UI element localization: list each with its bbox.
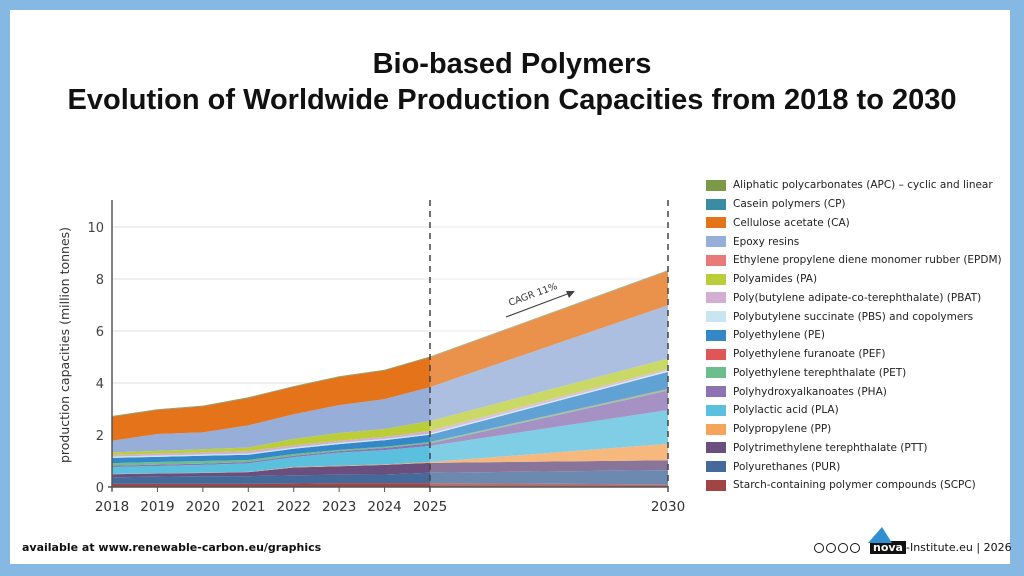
legend-swatch xyxy=(706,348,726,360)
legend-label: Polylactic acid (PLA) xyxy=(733,404,839,417)
title-line-1: Bio-based Polymers xyxy=(372,48,652,80)
y-tick-label: 6 xyxy=(96,325,104,340)
legend-label: Cellulose acetate (CA) xyxy=(733,216,850,229)
legend-label: Polyethylene terephthalate (PET) xyxy=(733,366,907,379)
legend-label: Polyethylene (PE) xyxy=(733,329,825,342)
source-link: available at www.renewable-carbon.eu/gra… xyxy=(22,541,322,554)
legend-swatch xyxy=(706,329,726,341)
area-polyethylene-pe xyxy=(112,371,668,464)
x-tick-label: 2030 xyxy=(651,499,685,515)
legend-item: Ethylene propylene diene monomer rubber … xyxy=(706,251,1002,270)
cagr-arrowhead xyxy=(566,291,575,298)
legend: Aliphatic polycarbonates (APC) – cyclic … xyxy=(706,176,1002,495)
legend-swatch xyxy=(706,442,726,454)
legend-label: Polytrimethylene terephthalate (PTT) xyxy=(733,441,928,454)
legend-swatch xyxy=(706,217,726,229)
legend-label: Epoxy resins xyxy=(733,235,800,248)
title-line-2: Evolution of Worldwide Production Capaci… xyxy=(67,84,957,116)
legend-swatch xyxy=(706,386,726,398)
y-axis-label: production capacities (million tonnes) xyxy=(57,227,72,463)
nova-logo: nova xyxy=(868,527,906,554)
legend-item: Casein polymers (CP) xyxy=(706,195,1002,214)
legend-item: Polyethylene (PE) xyxy=(706,326,1002,345)
legend-swatch xyxy=(706,311,726,323)
x-tick-label: 2023 xyxy=(322,499,356,515)
cagr-arrow xyxy=(505,292,571,318)
nc-icon xyxy=(838,542,848,553)
legend-swatch xyxy=(706,198,726,210)
legend-swatch xyxy=(706,273,726,285)
area-polyamides-pa xyxy=(112,358,668,456)
legend-swatch xyxy=(706,254,726,266)
legend-label: Polypropylene (PP) xyxy=(733,423,832,436)
y-tick-label: 8 xyxy=(96,273,104,288)
x-tick-label: 2019 xyxy=(140,499,174,515)
legend-item: Cellulose acetate (CA) xyxy=(706,214,1002,233)
legend-item: Polyurethanes (PUR) xyxy=(706,457,1002,476)
legend-item: Polyhydroxyalkanoates (PHA) xyxy=(706,382,1002,401)
forecast-overlay xyxy=(430,150,668,487)
legend-swatch xyxy=(706,367,726,379)
y-tick-label: 2 xyxy=(96,429,104,444)
area-epoxy-resins xyxy=(112,305,668,453)
legend-label: Starch-containing polymer compounds (SCP… xyxy=(733,479,976,492)
nd-icon xyxy=(850,542,860,553)
legend-item: Polyethylene terephthalate (PET) xyxy=(706,364,1002,383)
legend-label: Casein polymers (CP) xyxy=(733,198,846,211)
legend-swatch xyxy=(706,461,726,473)
y-tick-label: 10 xyxy=(87,221,104,236)
institute-year: -Institute.eu | 2026 xyxy=(905,541,1012,554)
legend-label: Polyurethanes (PUR) xyxy=(733,460,841,473)
x-tick-label: 2021 xyxy=(231,499,265,515)
legend-item: Polyethylene furanoate (PEF) xyxy=(706,345,1002,364)
area-polypropylene-pp xyxy=(112,443,668,475)
legend-item: Polylactic acid (PLA) xyxy=(706,401,1002,420)
area-cellulose-acetate-ca xyxy=(112,270,668,441)
legend-item: Poly(butylene adipate-co-terephthalate) … xyxy=(706,289,1002,308)
legend-swatch xyxy=(706,236,726,248)
y-tick-label: 0 xyxy=(96,481,104,496)
legend-label: Aliphatic polycarbonates (APC) – cyclic … xyxy=(733,179,993,192)
cc-icon xyxy=(814,542,824,553)
x-tick-label: 2018 xyxy=(95,499,129,515)
legend-swatch xyxy=(706,423,726,435)
legend-swatch xyxy=(706,179,726,191)
legend-swatch xyxy=(706,479,726,491)
copyright-footer: nova -Institute.eu | 2026 xyxy=(814,527,1012,554)
x-tick-label: 2024 xyxy=(367,499,401,515)
area-polytrimethylene-terephthalate-ptt xyxy=(112,460,668,478)
legend-label: Polyethylene furanoate (PEF) xyxy=(733,348,886,361)
legend-label: Polybutylene succinate (PBS) and copolym… xyxy=(733,310,974,323)
legend-item: Polybutylene succinate (PBS) and copolym… xyxy=(706,307,1002,326)
legend-item: Polypropylene (PP) xyxy=(706,420,1002,439)
area-polylactic-acid-pla xyxy=(112,410,668,474)
by-icon xyxy=(826,542,836,553)
legend-item: Epoxy resins xyxy=(706,232,1002,251)
legend-item: Aliphatic polycarbonates (APC) – cyclic … xyxy=(706,176,1002,195)
x-tick-label: 2020 xyxy=(186,499,220,515)
legend-label: Polyhydroxyalkanoates (PHA) xyxy=(733,385,887,398)
area-polyurethanes-pur xyxy=(112,470,668,485)
legend-swatch xyxy=(706,404,726,416)
legend-label: Poly(butylene adipate-co-terephthalate) … xyxy=(733,291,982,304)
legend-item: Polyamides (PA) xyxy=(706,270,1002,289)
legend-item: Starch-containing polymer compounds (SCP… xyxy=(706,476,1002,495)
legend-item: Polytrimethylene terephthalate (PTT) xyxy=(706,439,1002,458)
area-starch-containing-polymer-compounds-scpc xyxy=(112,483,668,487)
legend-swatch xyxy=(706,292,726,304)
x-tick-label: 2022 xyxy=(277,499,311,515)
legend-label: Polyamides (PA) xyxy=(733,273,818,286)
nova-logo-text: nova xyxy=(873,541,903,554)
y-tick-label: 4 xyxy=(96,377,104,392)
legend-label: Ethylene propylene diene monomer rubber … xyxy=(733,254,1002,267)
x-tick-label: 2025 xyxy=(413,499,447,515)
